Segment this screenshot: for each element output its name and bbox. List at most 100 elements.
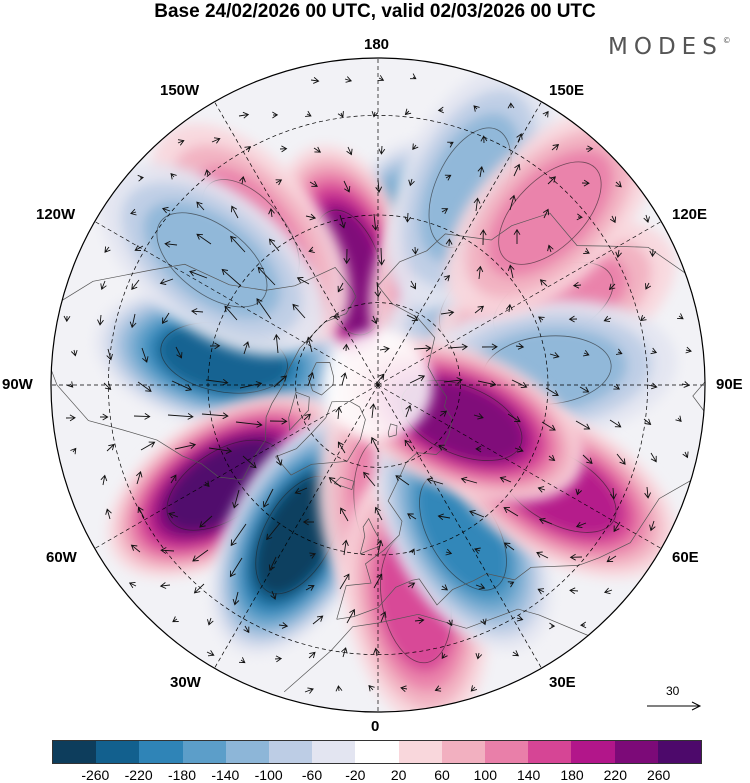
wind-arrow <box>342 539 349 556</box>
wind-arrow <box>137 174 144 182</box>
wind-arrow <box>475 652 483 660</box>
wind-arrow <box>545 387 559 396</box>
wind-arrow <box>407 513 417 520</box>
wind-arrow <box>328 477 342 488</box>
wind-arrow <box>292 303 306 319</box>
wind-arrow <box>473 105 480 112</box>
wind-arrow <box>675 415 682 423</box>
colorbar-tick-label: -220 <box>124 767 153 783</box>
lon-label-150e: 150E <box>549 82 585 99</box>
meridian <box>94 221 379 386</box>
colorbar-tick-label: -100 <box>254 767 283 783</box>
wind-arrow <box>538 316 545 323</box>
colorbar-tick-label: -20 <box>345 767 366 783</box>
wind-arrow <box>206 650 215 657</box>
wind-arrow <box>613 521 621 533</box>
wind-arrow <box>312 615 324 625</box>
wind-arrow <box>305 110 312 117</box>
wind-arrow <box>469 509 485 518</box>
wind-arrow <box>106 443 115 452</box>
wind-arrow <box>170 474 177 484</box>
wind-arrow <box>575 521 587 529</box>
wind-arrow <box>305 584 315 591</box>
lon-label-30w: 30W <box>170 674 201 691</box>
wind-arrow <box>685 346 692 354</box>
wind-arrow <box>270 590 277 600</box>
colorbar-tick-label: -140 <box>211 767 240 783</box>
wind-arrow <box>536 551 549 559</box>
lon-label-180: 180 <box>364 36 390 53</box>
wind-arrow <box>473 197 481 212</box>
wind-arrow <box>374 281 382 298</box>
wind-arrow <box>269 417 288 425</box>
wind-arrow <box>342 343 350 352</box>
wind-arrow <box>211 137 221 144</box>
colorbar-swatch <box>139 741 183 763</box>
wind-arrow <box>244 146 251 153</box>
wind-arrow <box>159 278 174 285</box>
colorbar-tick-label: 260 <box>646 767 671 783</box>
wind-arrow <box>272 111 279 119</box>
wind-arrow <box>547 176 556 185</box>
wind-arrow <box>337 441 346 454</box>
wind-arrow <box>568 315 578 323</box>
colorbar-swatch <box>441 741 486 763</box>
lon-label-90w: 90W <box>2 376 33 393</box>
wind-arrow <box>513 163 521 177</box>
wind-arrow <box>204 169 212 177</box>
wind-arrow <box>503 542 515 551</box>
wind-arrow <box>610 487 617 500</box>
wind-arrow <box>130 544 141 553</box>
wind-arrow <box>309 180 318 187</box>
wind-arrow <box>337 111 344 118</box>
coastline <box>333 476 355 491</box>
wind-arrow <box>308 246 315 254</box>
wind-arrow <box>445 548 453 556</box>
wind-arrow <box>513 228 521 244</box>
wind-arrow <box>137 381 152 392</box>
wind-arrow <box>229 557 243 578</box>
wind-arrow <box>379 345 390 353</box>
wind-arrow <box>580 621 587 629</box>
wind-arrow <box>232 489 240 509</box>
wind-arrow <box>294 487 308 495</box>
meridian <box>94 384 379 549</box>
wind-arrow <box>509 194 517 211</box>
wind-arrow <box>426 477 444 485</box>
arrow-right-icon <box>647 701 702 711</box>
wind-arrow <box>371 315 378 325</box>
wind-arrow <box>405 404 412 418</box>
wind-arrow <box>363 471 376 487</box>
wind-arrow <box>346 608 356 624</box>
wind-arrow <box>262 488 274 508</box>
wind-arrow <box>276 454 283 467</box>
wind-arrow <box>230 235 246 253</box>
colorbar-tick-label: 60 <box>434 767 450 783</box>
wind-arrow <box>603 315 612 323</box>
wind-arrow <box>650 452 657 463</box>
wind-arrow <box>340 372 348 386</box>
lon-label-60e: 60E <box>672 549 699 566</box>
wind-arrow <box>296 277 310 285</box>
lon-label-30e: 30E <box>549 674 576 691</box>
wind-arrow <box>681 381 690 388</box>
colorbar-swatch <box>225 741 270 763</box>
wind-arrow <box>585 145 594 153</box>
wind-arrow <box>547 244 554 253</box>
wind-arrow <box>408 178 415 187</box>
wind-arrow <box>65 414 76 422</box>
wind-arrow <box>470 685 478 692</box>
coastline <box>283 608 637 693</box>
wind-arrow <box>616 453 626 465</box>
lon-label-90e: 90E <box>716 376 743 393</box>
wind-arrow <box>649 520 656 532</box>
wind-arrow <box>374 506 383 521</box>
wind-arrow <box>650 347 658 355</box>
wind-arrow <box>434 685 442 692</box>
wind-arrow <box>407 582 416 589</box>
wind-arrow <box>161 206 171 214</box>
wind-arrow <box>507 264 515 279</box>
wind-arrow <box>346 146 353 156</box>
wind-arrow <box>162 312 170 325</box>
wind-arrow <box>335 406 343 420</box>
